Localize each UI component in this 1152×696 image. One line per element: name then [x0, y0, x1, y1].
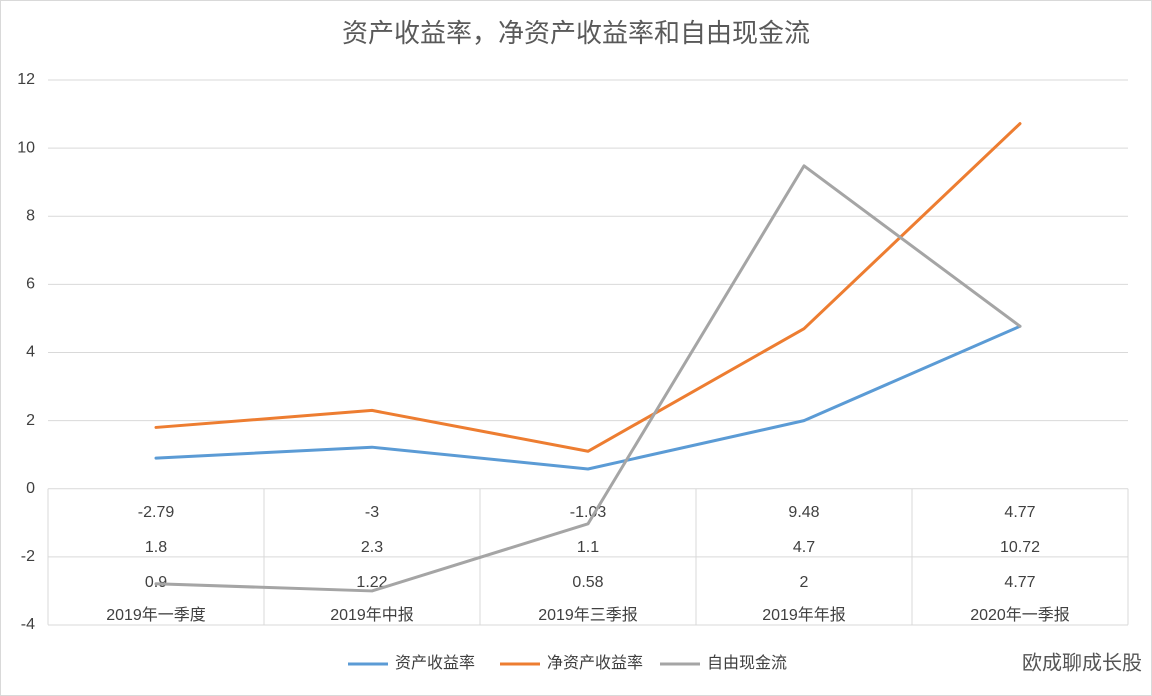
y-tick-label: 10	[17, 139, 35, 156]
y-tick-label: 8	[26, 207, 35, 224]
legend-label: 自由现金流	[707, 654, 787, 672]
chart-title: 资产收益率，净资产收益率和自由现金流	[342, 18, 810, 48]
series-line	[154, 164, 1022, 593]
watermark: 欧成聊成长股	[1022, 651, 1142, 674]
y-tick-label: -2	[21, 548, 35, 565]
table-value: 1.8	[145, 539, 167, 556]
legend-label: 净资产收益率	[547, 654, 643, 672]
y-tick-label: 6	[26, 276, 35, 293]
table-value: 1.22	[356, 574, 387, 591]
x-tick-label: 2019年一季度	[106, 606, 206, 624]
table-value: 4.77	[1004, 574, 1035, 591]
x-tick-label: 2020年一季报	[970, 606, 1070, 624]
legend-label: 资产收益率	[395, 654, 475, 672]
table-value: 1.1	[577, 539, 599, 556]
table-value: 4.77	[1004, 504, 1035, 521]
table-value: 0.58	[572, 574, 603, 591]
table-value: 2.3	[361, 539, 383, 556]
table-value: -3	[365, 504, 379, 521]
y-tick-label: -4	[21, 616, 35, 633]
x-tick-label: 2019年三季报	[538, 606, 638, 624]
table-value: 10.72	[1000, 539, 1040, 556]
series-line	[154, 122, 1022, 453]
series-line	[154, 324, 1022, 471]
y-tick-label: 0	[26, 480, 35, 497]
table-value: 4.7	[793, 539, 815, 556]
y-tick-label: 4	[26, 344, 35, 361]
table-value: 9.48	[788, 504, 819, 521]
y-tick-label: 2	[26, 412, 35, 429]
x-tick-label: 2019年年报	[762, 606, 846, 624]
table-value: 2	[800, 574, 809, 591]
y-tick-label: 12	[17, 71, 35, 88]
table-value: -2.79	[138, 504, 175, 521]
table-value: -1.03	[570, 504, 607, 521]
x-tick-label: 2019年中报	[330, 606, 414, 624]
